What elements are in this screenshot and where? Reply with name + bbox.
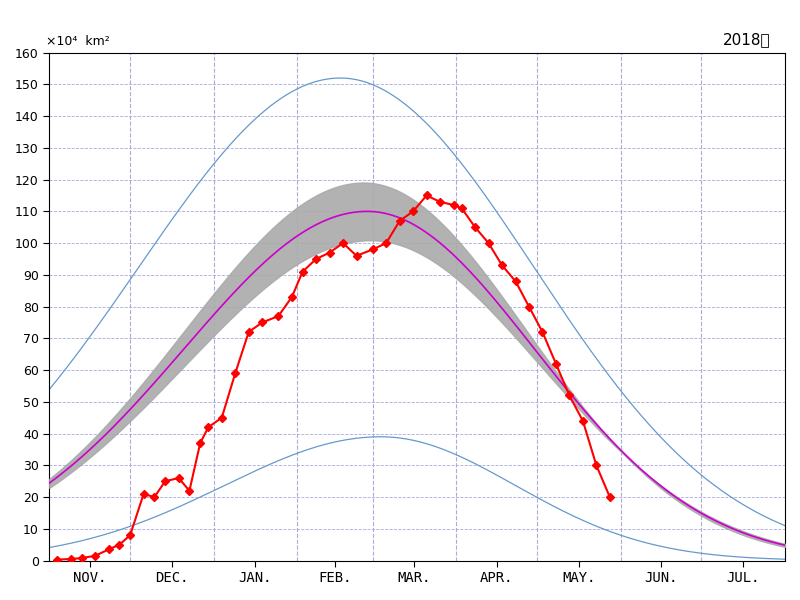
Text: 2018年: 2018年 — [722, 32, 770, 47]
Text: ×10⁴  km²: ×10⁴ km² — [46, 35, 110, 47]
